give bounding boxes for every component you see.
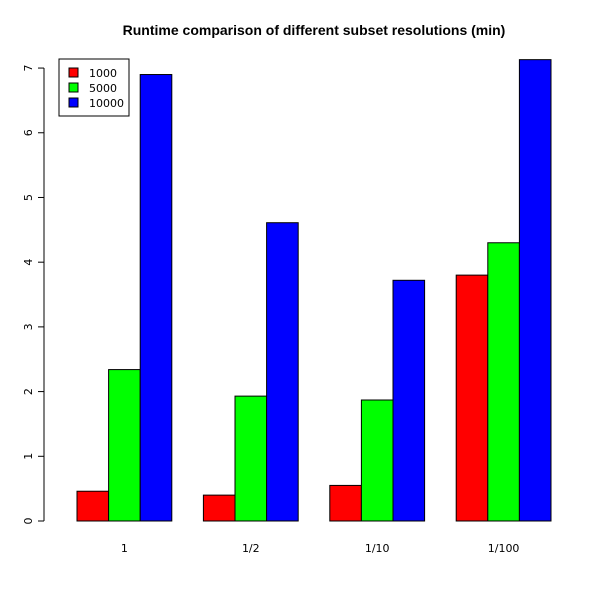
- y-tick-label: 2: [22, 388, 35, 395]
- legend-swatch: [68, 97, 79, 108]
- x-tick-label: 1/2: [242, 542, 260, 555]
- x-tick-label: 1: [121, 542, 128, 555]
- legend-swatch: [68, 67, 79, 78]
- x-tick-label: 1/100: [488, 542, 520, 555]
- y-tick-label: 3: [22, 323, 35, 330]
- y-axis: 0 1 2 3 4 5 6 7: [22, 65, 45, 525]
- bar-1000-1-10: [329, 484, 362, 522]
- bar-10000-1-2: [266, 222, 299, 522]
- y-tick-label: 0: [22, 518, 35, 525]
- y-tick-label: 4: [22, 259, 35, 266]
- y-tick-label: 1: [22, 453, 35, 460]
- y-tick-label: 7: [22, 65, 35, 72]
- y-tick-label: 6: [22, 129, 35, 136]
- bar-1000-1-100: [455, 274, 489, 522]
- legend: 1000 5000 10000: [58, 58, 130, 117]
- x-tick-label: 1/10: [365, 542, 390, 555]
- y-tick-label: 5: [22, 194, 35, 201]
- legend-label: 1000: [89, 67, 117, 80]
- bar-10000-1-10: [392, 279, 426, 522]
- chart-title: Runtime comparison of different subset r…: [123, 22, 506, 38]
- bar-1000-1: [76, 490, 110, 522]
- x-axis: 1 1/2 1/10 1/100: [121, 542, 520, 555]
- legend-label: 5000: [89, 82, 117, 95]
- bar-5000-1-100: [487, 242, 520, 522]
- bar-10000-1-100: [518, 59, 552, 522]
- bar-10000-1: [139, 74, 173, 522]
- bar-5000-1-10: [360, 399, 394, 522]
- bar-5000-1: [108, 369, 141, 522]
- bar-5000-1-2: [234, 395, 268, 522]
- legend-label: 10000: [89, 97, 124, 110]
- legend-swatch: [68, 82, 79, 93]
- bars: [76, 59, 552, 522]
- bar-1000-1-2: [202, 494, 236, 522]
